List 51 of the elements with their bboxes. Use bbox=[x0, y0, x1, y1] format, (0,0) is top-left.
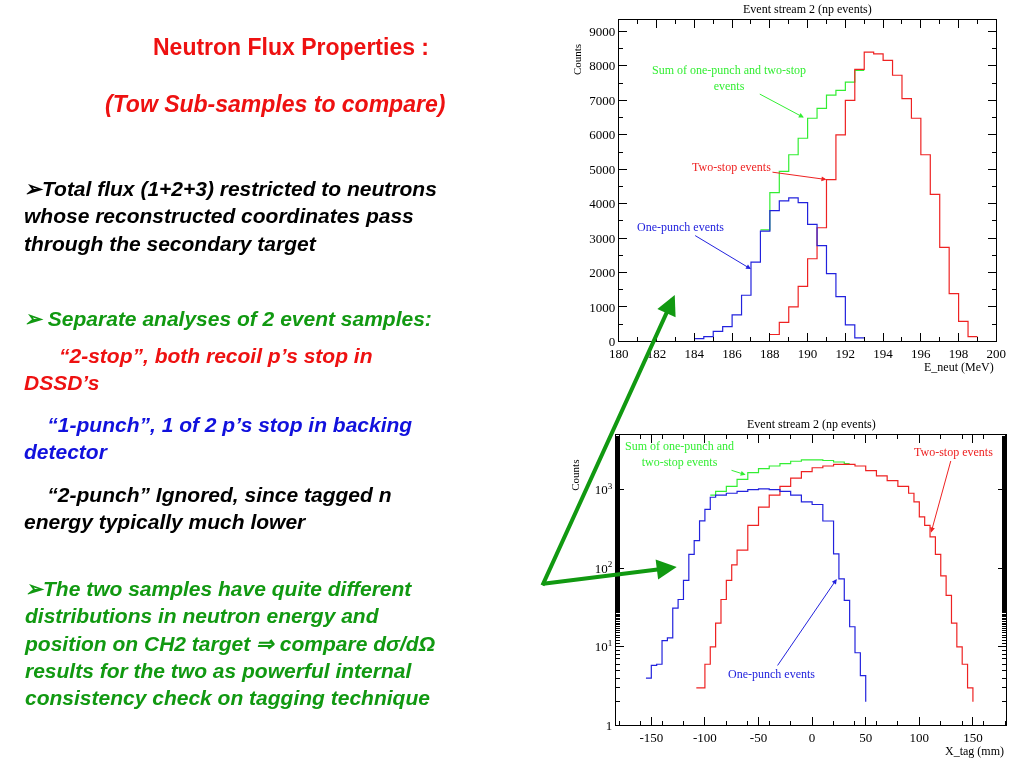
y-tick-label: 7000 bbox=[589, 92, 616, 108]
y-tick-label: 1 bbox=[605, 717, 613, 733]
y-tick-label: 9000 bbox=[589, 24, 616, 40]
x-tick-label: 188 bbox=[760, 346, 780, 362]
chart-title: Event stream 2 (np events) bbox=[747, 417, 876, 431]
y-tick-label: 5000 bbox=[589, 161, 616, 177]
x-tick-label: 100 bbox=[909, 729, 930, 745]
x-tick-label: 50 bbox=[859, 729, 873, 745]
text: “2-punch” Ignored, since tagged n energy typically much lower bbox=[24, 483, 392, 534]
annotation: Two-stop events bbox=[914, 445, 994, 459]
text: “1-punch”, 1 of 2 p’s stop in backing detector bbox=[24, 413, 413, 464]
annotation: Sum of one-punch and two-stop events bbox=[652, 63, 806, 93]
annotation: One-punch events bbox=[728, 667, 816, 681]
x-tick-label: -50 bbox=[749, 729, 768, 745]
text: ➢Total flux (1+2+3) restricted to neutrons whose reconstructed coordinates pass through the secondary target bbox=[24, 177, 437, 255]
x-tick-label: 186 bbox=[722, 346, 743, 362]
x-axis-title: X_tag (mm) bbox=[945, 744, 1004, 758]
chart-title: Event stream 2 (np events) bbox=[743, 2, 872, 16]
y-tick-label: 6000 bbox=[589, 127, 616, 143]
x-tick-label: 198 bbox=[948, 346, 969, 362]
text: ➢The two samples have quite different distributions in neutron energy and position on CH2 target ⇒ compare dσ/dΩ results for the two as powerful internal consistency check on tagging technique bbox=[24, 577, 436, 710]
y-tick-label: 1000 bbox=[589, 299, 616, 315]
x-axis-title: E_neut (MeV) bbox=[924, 360, 994, 374]
text: (Tow Sub-samples to compare) bbox=[105, 91, 446, 117]
x-tick-label: 0 bbox=[808, 729, 816, 745]
y-tick-label: 3000 bbox=[589, 230, 616, 246]
x-tick-label: -100 bbox=[692, 729, 717, 745]
x-tick-label: 200 bbox=[986, 346, 1007, 362]
y-tick-label: 4000 bbox=[589, 196, 616, 212]
y-tick-label: 10$^{1}$ bbox=[594, 637, 613, 655]
y-tick-label: 2000 bbox=[589, 265, 616, 281]
y-tick-label: 10$^{3}$ bbox=[594, 480, 613, 498]
y-axis-title: Counts bbox=[568, 459, 581, 491]
x-tick-label: 196 bbox=[911, 346, 932, 362]
text: “2-stop”, both recoil p’s stop in DSSD’s bbox=[24, 344, 373, 395]
annotation: One-punch events bbox=[637, 220, 725, 234]
y-tick-label: 8000 bbox=[589, 58, 616, 74]
x-tick-label: 194 bbox=[873, 346, 894, 362]
x-tick-label: 192 bbox=[835, 346, 856, 362]
y-tick-label: 0 bbox=[608, 333, 616, 349]
text: ➢ Separate analyses of 2 event samples: bbox=[24, 307, 432, 330]
x-tick-label: 190 bbox=[797, 346, 818, 362]
text: Neutron Flux Properties : bbox=[153, 34, 430, 60]
y-axis-title: Counts bbox=[571, 43, 584, 76]
annotation: Sum of one-punch and two-stop events bbox=[625, 439, 734, 469]
x-tick-label: 150 bbox=[963, 729, 983, 745]
annotation: Two-stop events bbox=[692, 160, 772, 174]
x-tick-label: 180 bbox=[609, 346, 629, 362]
y-tick-label: 10$^{2}$ bbox=[594, 559, 613, 576]
x-tick-label: 184 bbox=[684, 346, 705, 362]
x-tick-label: -150 bbox=[639, 729, 664, 745]
